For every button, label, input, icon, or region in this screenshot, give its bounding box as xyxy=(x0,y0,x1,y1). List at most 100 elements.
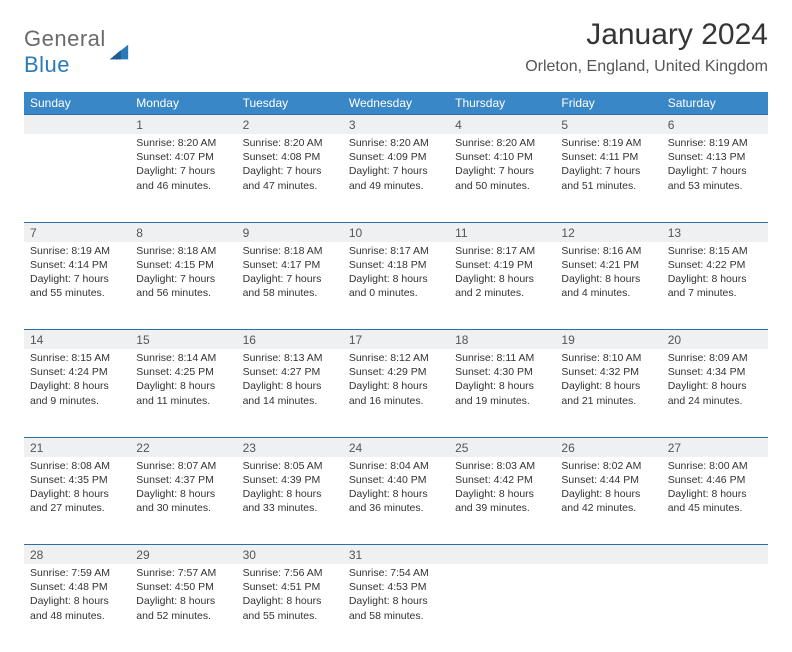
day-8-sunrise: Sunrise: 8:18 AM xyxy=(136,244,230,258)
day-30-body-cell: Sunrise: 7:56 AMSunset: 4:51 PMDaylight:… xyxy=(237,564,343,652)
weekday-sunday: Sunday xyxy=(24,92,130,115)
day-10-number: 10 xyxy=(343,223,449,242)
day-8-number: 8 xyxy=(130,223,236,242)
day-22-body: Sunrise: 8:07 AMSunset: 4:37 PMDaylight:… xyxy=(130,457,236,522)
empty-daybody xyxy=(555,564,661,652)
day-27-daylight: Daylight: 8 hours and 45 minutes. xyxy=(668,487,762,515)
day-22-body-cell: Sunrise: 8:07 AMSunset: 4:37 PMDaylight:… xyxy=(130,457,236,545)
day-12-num-cell: 12 xyxy=(555,222,661,242)
day-3-sunrise: Sunrise: 8:20 AM xyxy=(349,136,443,150)
day-4-body-cell: Sunrise: 8:20 AMSunset: 4:10 PMDaylight:… xyxy=(449,134,555,222)
day-22-sunset: Sunset: 4:37 PM xyxy=(136,473,230,487)
day-23-number: 23 xyxy=(237,438,343,457)
day-4-number: 4 xyxy=(449,115,555,134)
day-7-number: 7 xyxy=(24,223,130,242)
day-5-daylight: Daylight: 7 hours and 51 minutes. xyxy=(561,164,655,192)
calendar-head: SundayMondayTuesdayWednesdayThursdayFrid… xyxy=(24,92,768,115)
day-9-body: Sunrise: 8:18 AMSunset: 4:17 PMDaylight:… xyxy=(237,242,343,307)
day-9-body-cell: Sunrise: 8:18 AMSunset: 4:17 PMDaylight:… xyxy=(237,242,343,330)
day-18-sunrise: Sunrise: 8:11 AM xyxy=(455,351,549,365)
day-16-sunrise: Sunrise: 8:13 AM xyxy=(243,351,337,365)
day-12-body-cell: Sunrise: 8:16 AMSunset: 4:21 PMDaylight:… xyxy=(555,242,661,330)
day-20-daylight: Daylight: 8 hours and 24 minutes. xyxy=(668,379,762,407)
day-31-body-cell: Sunrise: 7:54 AMSunset: 4:53 PMDaylight:… xyxy=(343,564,449,652)
day-31-number: 31 xyxy=(343,545,449,564)
day-16-num-cell: 16 xyxy=(237,330,343,350)
day-1-num-cell: 1 xyxy=(130,115,236,135)
empty-daynum xyxy=(24,115,130,135)
day-13-body-cell: Sunrise: 8:15 AMSunset: 4:22 PMDaylight:… xyxy=(662,242,768,330)
day-3-body-cell: Sunrise: 8:20 AMSunset: 4:09 PMDaylight:… xyxy=(343,134,449,222)
day-23-sunset: Sunset: 4:39 PM xyxy=(243,473,337,487)
day-18-daylight: Daylight: 8 hours and 19 minutes. xyxy=(455,379,549,407)
day-6-sunset: Sunset: 4:13 PM xyxy=(668,150,762,164)
day-20-body: Sunrise: 8:09 AMSunset: 4:34 PMDaylight:… xyxy=(662,349,768,414)
day-24-sunset: Sunset: 4:40 PM xyxy=(349,473,443,487)
day-27-sunrise: Sunrise: 8:00 AM xyxy=(668,459,762,473)
day-7-num-cell: 7 xyxy=(24,222,130,242)
day-7-sunrise: Sunrise: 8:19 AM xyxy=(30,244,124,258)
day-18-body-cell: Sunrise: 8:11 AMSunset: 4:30 PMDaylight:… xyxy=(449,349,555,437)
day-12-number: 12 xyxy=(555,223,661,242)
weekday-saturday: Saturday xyxy=(662,92,768,115)
day-29-sunset: Sunset: 4:50 PM xyxy=(136,580,230,594)
weekday-row: SundayMondayTuesdayWednesdayThursdayFrid… xyxy=(24,92,768,115)
day-13-num-cell: 13 xyxy=(662,222,768,242)
day-11-sunset: Sunset: 4:19 PM xyxy=(455,258,549,272)
week-0-body-row: Sunrise: 8:20 AMSunset: 4:07 PMDaylight:… xyxy=(24,134,768,222)
day-3-body: Sunrise: 8:20 AMSunset: 4:09 PMDaylight:… xyxy=(343,134,449,199)
day-18-num-cell: 18 xyxy=(449,330,555,350)
day-13-daylight: Daylight: 8 hours and 7 minutes. xyxy=(668,272,762,300)
day-29-number: 29 xyxy=(130,545,236,564)
day-26-sunset: Sunset: 4:44 PM xyxy=(561,473,655,487)
day-31-sunrise: Sunrise: 7:54 AM xyxy=(349,566,443,580)
day-7-daylight: Daylight: 7 hours and 55 minutes. xyxy=(30,272,124,300)
day-10-sunset: Sunset: 4:18 PM xyxy=(349,258,443,272)
day-5-body: Sunrise: 8:19 AMSunset: 4:11 PMDaylight:… xyxy=(555,134,661,199)
day-6-sunrise: Sunrise: 8:19 AM xyxy=(668,136,762,150)
day-17-number: 17 xyxy=(343,330,449,349)
day-28-body-cell: Sunrise: 7:59 AMSunset: 4:48 PMDaylight:… xyxy=(24,564,130,652)
day-18-number: 18 xyxy=(449,330,555,349)
day-23-daylight: Daylight: 8 hours and 33 minutes. xyxy=(243,487,337,515)
weekday-tuesday: Tuesday xyxy=(237,92,343,115)
logo-mark-icon xyxy=(108,41,130,63)
day-5-sunrise: Sunrise: 8:19 AM xyxy=(561,136,655,150)
day-28-num-cell: 28 xyxy=(24,545,130,565)
day-11-sunrise: Sunrise: 8:17 AM xyxy=(455,244,549,258)
month-title: January 2024 xyxy=(525,18,768,52)
day-20-num-cell: 20 xyxy=(662,330,768,350)
day-27-sunset: Sunset: 4:46 PM xyxy=(668,473,762,487)
logo-text-general: General xyxy=(24,26,106,51)
week-0-daynum-row: 123456 xyxy=(24,115,768,135)
day-19-body: Sunrise: 8:10 AMSunset: 4:32 PMDaylight:… xyxy=(555,349,661,414)
day-15-daylight: Daylight: 8 hours and 11 minutes. xyxy=(136,379,230,407)
day-30-daylight: Daylight: 8 hours and 55 minutes. xyxy=(243,594,337,622)
day-9-number: 9 xyxy=(237,223,343,242)
day-22-daylight: Daylight: 8 hours and 30 minutes. xyxy=(136,487,230,515)
day-26-num-cell: 26 xyxy=(555,437,661,457)
week-1-daynum-row: 78910111213 xyxy=(24,222,768,242)
day-28-sunrise: Sunrise: 7:59 AM xyxy=(30,566,124,580)
day-14-daylight: Daylight: 8 hours and 9 minutes. xyxy=(30,379,124,407)
day-19-sunset: Sunset: 4:32 PM xyxy=(561,365,655,379)
week-4-daynum-row: 28293031 xyxy=(24,545,768,565)
day-31-sunset: Sunset: 4:53 PM xyxy=(349,580,443,594)
day-30-number: 30 xyxy=(237,545,343,564)
day-4-body: Sunrise: 8:20 AMSunset: 4:10 PMDaylight:… xyxy=(449,134,555,199)
day-2-num-cell: 2 xyxy=(237,115,343,135)
day-2-sunrise: Sunrise: 8:20 AM xyxy=(243,136,337,150)
day-8-sunset: Sunset: 4:15 PM xyxy=(136,258,230,272)
day-28-body: Sunrise: 7:59 AMSunset: 4:48 PMDaylight:… xyxy=(24,564,130,629)
day-21-body: Sunrise: 8:08 AMSunset: 4:35 PMDaylight:… xyxy=(24,457,130,522)
logo-text-blue: Blue xyxy=(24,52,70,77)
day-8-body: Sunrise: 8:18 AMSunset: 4:15 PMDaylight:… xyxy=(130,242,236,307)
day-16-number: 16 xyxy=(237,330,343,349)
day-7-sunset: Sunset: 4:14 PM xyxy=(30,258,124,272)
day-28-daylight: Daylight: 8 hours and 48 minutes. xyxy=(30,594,124,622)
day-21-number: 21 xyxy=(24,438,130,457)
day-22-number: 22 xyxy=(130,438,236,457)
day-14-body-cell: Sunrise: 8:15 AMSunset: 4:24 PMDaylight:… xyxy=(24,349,130,437)
day-2-body-cell: Sunrise: 8:20 AMSunset: 4:08 PMDaylight:… xyxy=(237,134,343,222)
day-10-num-cell: 10 xyxy=(343,222,449,242)
